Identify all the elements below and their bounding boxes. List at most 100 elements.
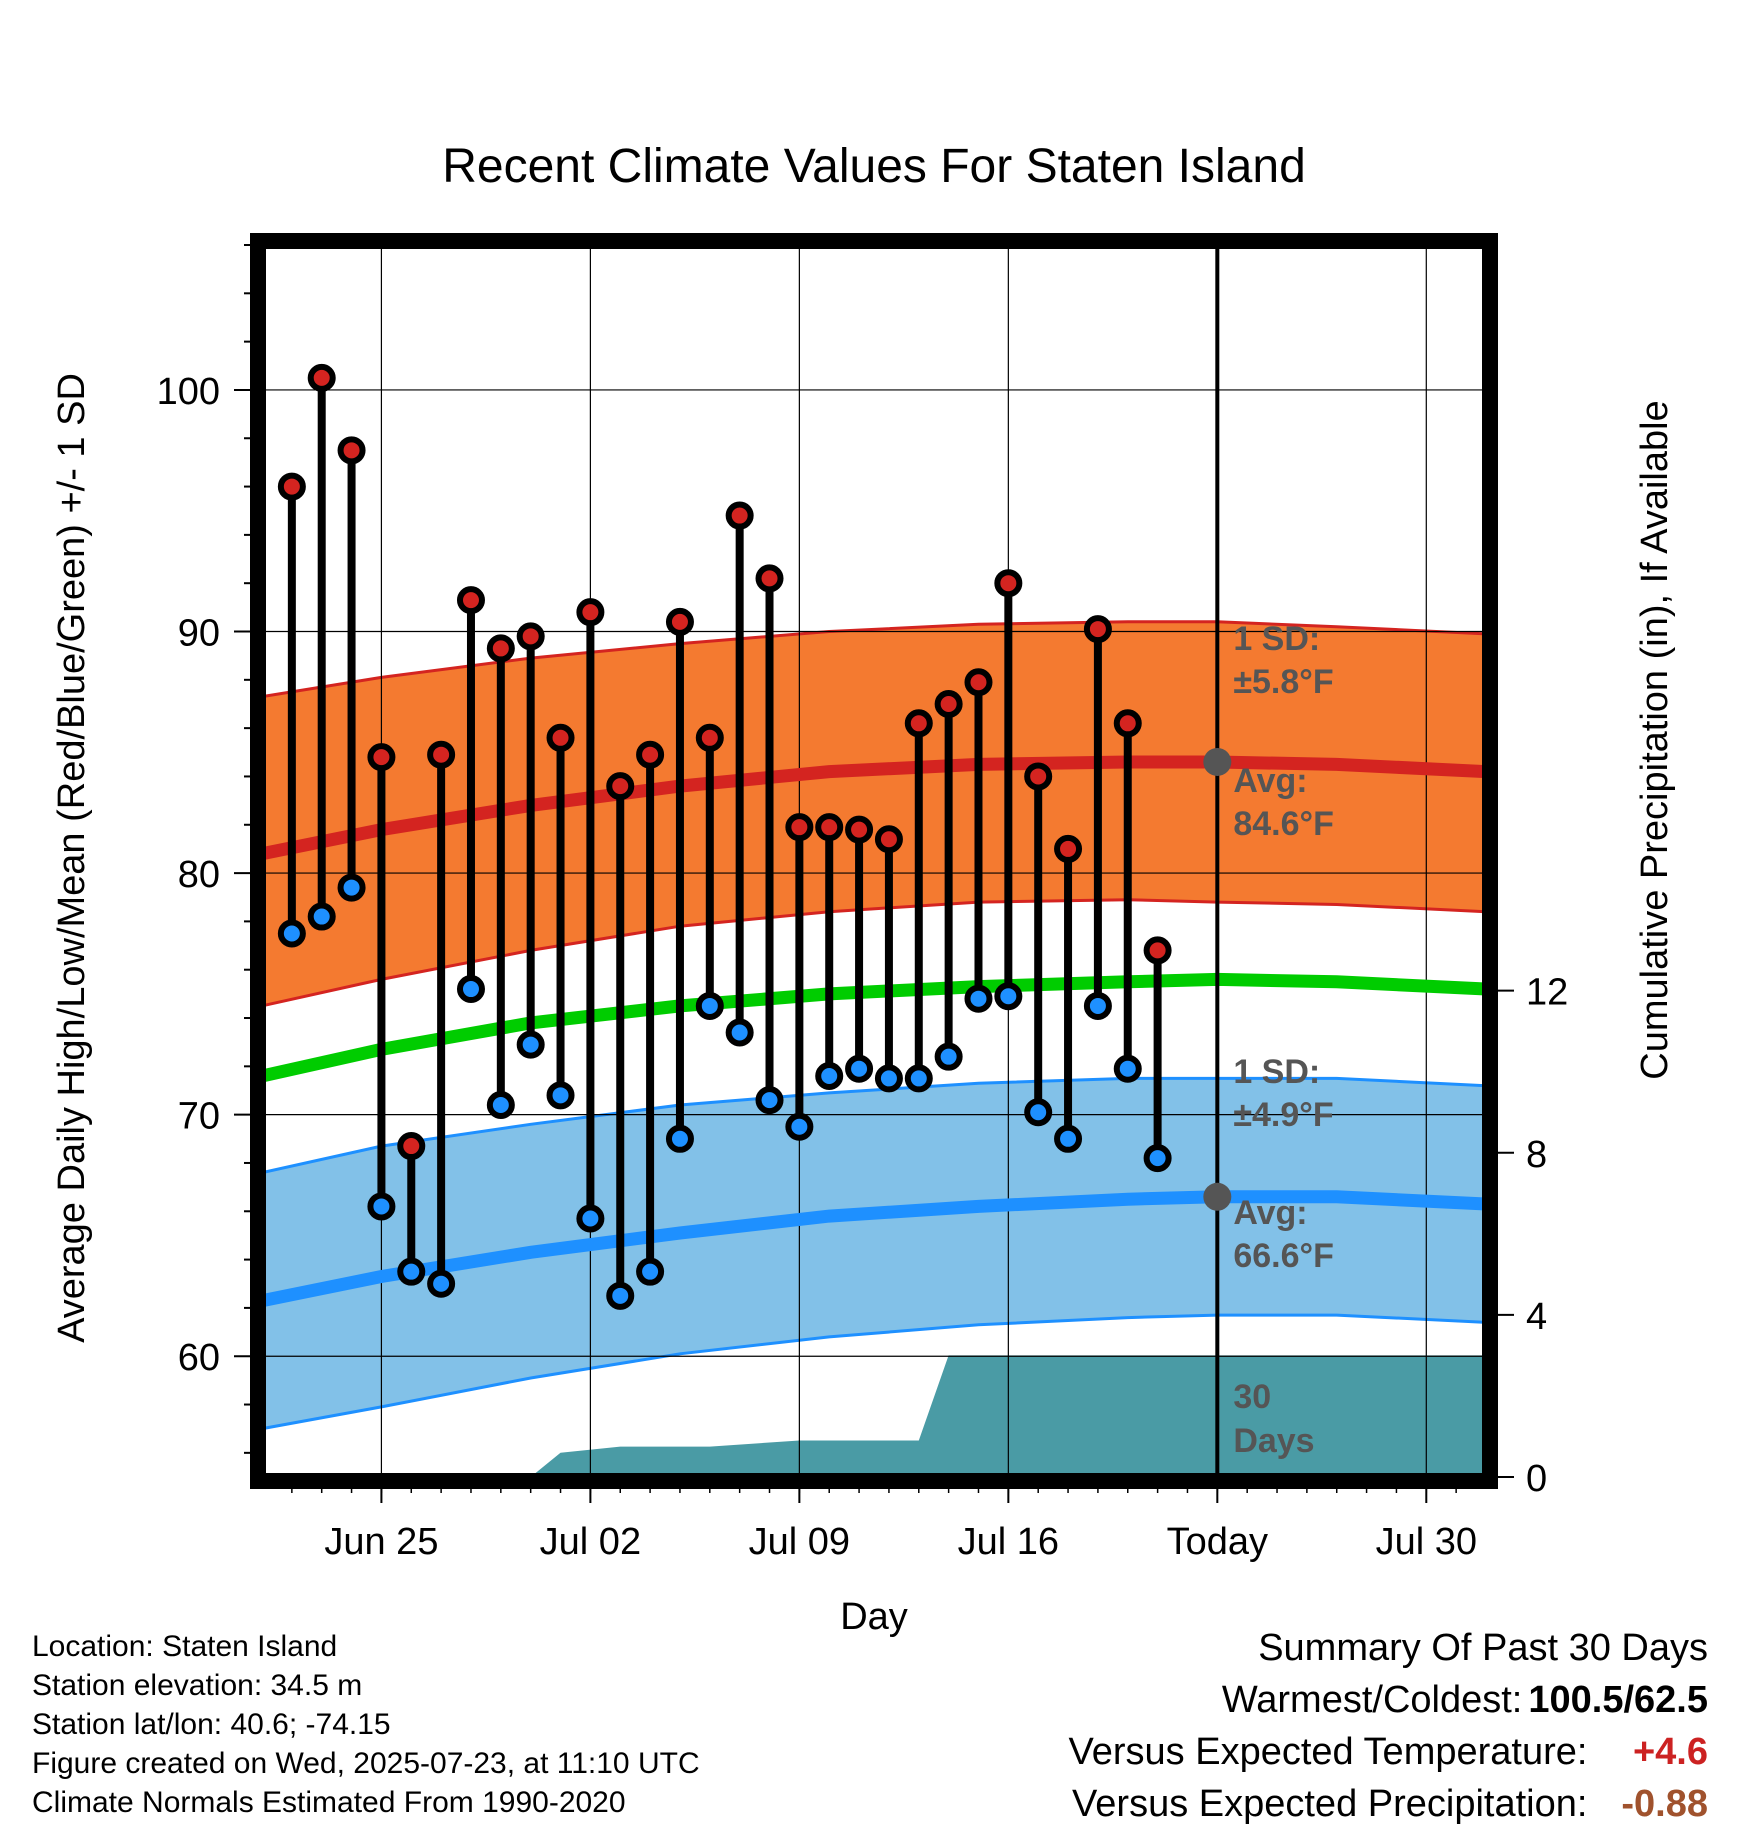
normals-text: Climate Normals Estimated From 1990-2020	[32, 1786, 626, 1819]
high-temp-point	[1054, 834, 1083, 863]
low-temp-point	[994, 982, 1023, 1011]
low-temp-point	[516, 1030, 545, 1059]
low-temp-point	[337, 873, 366, 902]
precip-anomaly-label: Versus Expected Precipitation:	[1072, 1783, 1588, 1825]
x-axis-label: Day	[840, 1596, 908, 1638]
chart-title: Recent Climate Values For Staten Island	[442, 140, 1306, 193]
low-temp-point	[367, 1192, 396, 1221]
high-temp-point	[1083, 615, 1112, 644]
precip-anomaly-value: -0.88	[1621, 1783, 1708, 1825]
days-label-text: Days	[1233, 1422, 1314, 1460]
low-temp-point	[397, 1257, 426, 1286]
low-temp-point	[695, 991, 724, 1020]
x-tick-label: Jul 02	[540, 1521, 641, 1563]
y-tick-label: 80	[178, 854, 220, 896]
location-text: Location: Staten Island	[32, 1630, 338, 1663]
low-temp-point	[725, 1018, 754, 1047]
high-temp-point	[307, 363, 336, 392]
high-temp-point	[994, 569, 1023, 598]
high-sd-band	[262, 620, 1486, 1008]
y-tick-label: 60	[178, 1337, 220, 1379]
low-avg-value: 66.6°F	[1233, 1237, 1334, 1275]
low-temp-point	[785, 1112, 814, 1141]
x-tick-label: Jul 16	[958, 1521, 1059, 1563]
high-temp-point	[277, 472, 306, 501]
low-temp-point	[1024, 1098, 1053, 1127]
y-axis-label: Average Daily High/Low/Mean (Red/Blue/Gr…	[51, 373, 93, 1343]
y-tick-label: 90	[178, 613, 220, 655]
low-temp-point	[1054, 1124, 1083, 1153]
today-high-avg-marker	[1203, 747, 1232, 776]
temp-anomaly-row: Versus Expected Temperature: +4.6	[908, 1726, 1708, 1778]
low-temp-point	[934, 1042, 963, 1071]
temp-anomaly-label: Versus Expected Temperature:	[1068, 1731, 1588, 1773]
elevation-text: Station elevation: 34.5 m	[32, 1669, 363, 1702]
y2-tick-label: 12	[1526, 972, 1568, 1014]
low-sd-band	[262, 1076, 1486, 1431]
high-temp-point	[665, 607, 694, 636]
high-sd-value: ±5.8°F	[1233, 663, 1333, 701]
high-temp-point	[845, 815, 874, 844]
low-sd-value: ±4.9°F	[1233, 1096, 1333, 1134]
x-tick-label: Jul 30	[1376, 1521, 1477, 1563]
high-temp-point	[1024, 762, 1053, 791]
low-temp-point	[904, 1064, 933, 1093]
low-temp-point	[456, 975, 485, 1004]
days-label-number: 30	[1233, 1378, 1271, 1416]
low-temp-point	[636, 1257, 665, 1286]
high-temp-point	[427, 740, 456, 769]
high-avg-label: Avg:	[1233, 762, 1307, 800]
high-avg-line	[262, 755, 1486, 861]
plot-body: 1 SD: ±5.8°F Avg: 84.6°F 1 SD: ±4.9°F Avg: 66.6…	[262, 245, 1486, 1477]
figure-metadata: Location: Staten Island Station elevatio…	[32, 1627, 700, 1822]
high-temp-point	[904, 709, 933, 738]
high-temp-point	[367, 743, 396, 772]
low-temp-point	[874, 1064, 903, 1093]
low-temp-point	[307, 902, 336, 931]
high-temp-point	[486, 634, 515, 663]
high-temp-point	[636, 740, 665, 769]
summary-panel: Summary Of Past 30 Days Warmest/Coldest:…	[908, 1622, 1708, 1830]
low-temp-point	[606, 1281, 635, 1310]
high-temp-point	[815, 813, 844, 842]
y2-tick-label: 4	[1526, 1296, 1547, 1338]
summary-title: Summary Of Past 30 Days	[1258, 1627, 1708, 1669]
plot-frame	[250, 233, 1498, 1489]
high-temp-point	[934, 689, 963, 718]
y-tick-label: 70	[178, 1096, 220, 1138]
warmest-coldest-label: Warmest/Coldest:	[1221, 1679, 1523, 1721]
high-temp-point	[725, 501, 754, 530]
high-temp-point	[755, 564, 784, 593]
low-temp-point	[755, 1086, 784, 1115]
high-temp-point	[546, 723, 575, 752]
y2-axis-label: Cumulative Precipitation (in), If Availa…	[1634, 400, 1676, 1079]
y2-tick-label: 0	[1526, 1458, 1547, 1500]
coldest-value: 62.5	[1634, 1679, 1708, 1721]
today-low-avg-marker	[1203, 1182, 1232, 1211]
low-temp-point	[1143, 1144, 1172, 1173]
high-temp-point	[516, 622, 545, 651]
high-temp-point	[785, 813, 814, 842]
precip-anomaly-row: Versus Expected Precipitation: -0.88	[908, 1778, 1708, 1830]
high-temp-point	[397, 1132, 426, 1161]
x-tick-label: Jul 09	[749, 1521, 850, 1563]
warmest-coldest-row: Warmest/Coldest: 100.5/62.5	[1221, 1679, 1708, 1721]
high-temp-point	[1143, 936, 1172, 965]
created-text: Figure created on Wed, 2025-07-23, at 11…	[32, 1747, 700, 1780]
high-temp-point	[456, 586, 485, 615]
warmest-value: 100.5	[1528, 1679, 1624, 1721]
high-sd-label: 1 SD:	[1233, 620, 1320, 658]
low-temp-point	[1113, 1054, 1142, 1083]
low-temp-point	[427, 1269, 456, 1298]
low-sd-label: 1 SD:	[1233, 1053, 1320, 1091]
y2-tick-label: 8	[1526, 1134, 1547, 1176]
low-temp-point	[277, 919, 306, 948]
low-temp-point	[546, 1081, 575, 1110]
low-temp-point	[665, 1124, 694, 1153]
low-temp-point	[486, 1090, 515, 1119]
low-temp-point	[815, 1061, 844, 1090]
latlon-text: Station lat/lon: 40.6; -74.15	[32, 1708, 391, 1741]
y-tick-label: 100	[157, 371, 220, 413]
high-temp-point	[1113, 709, 1142, 738]
